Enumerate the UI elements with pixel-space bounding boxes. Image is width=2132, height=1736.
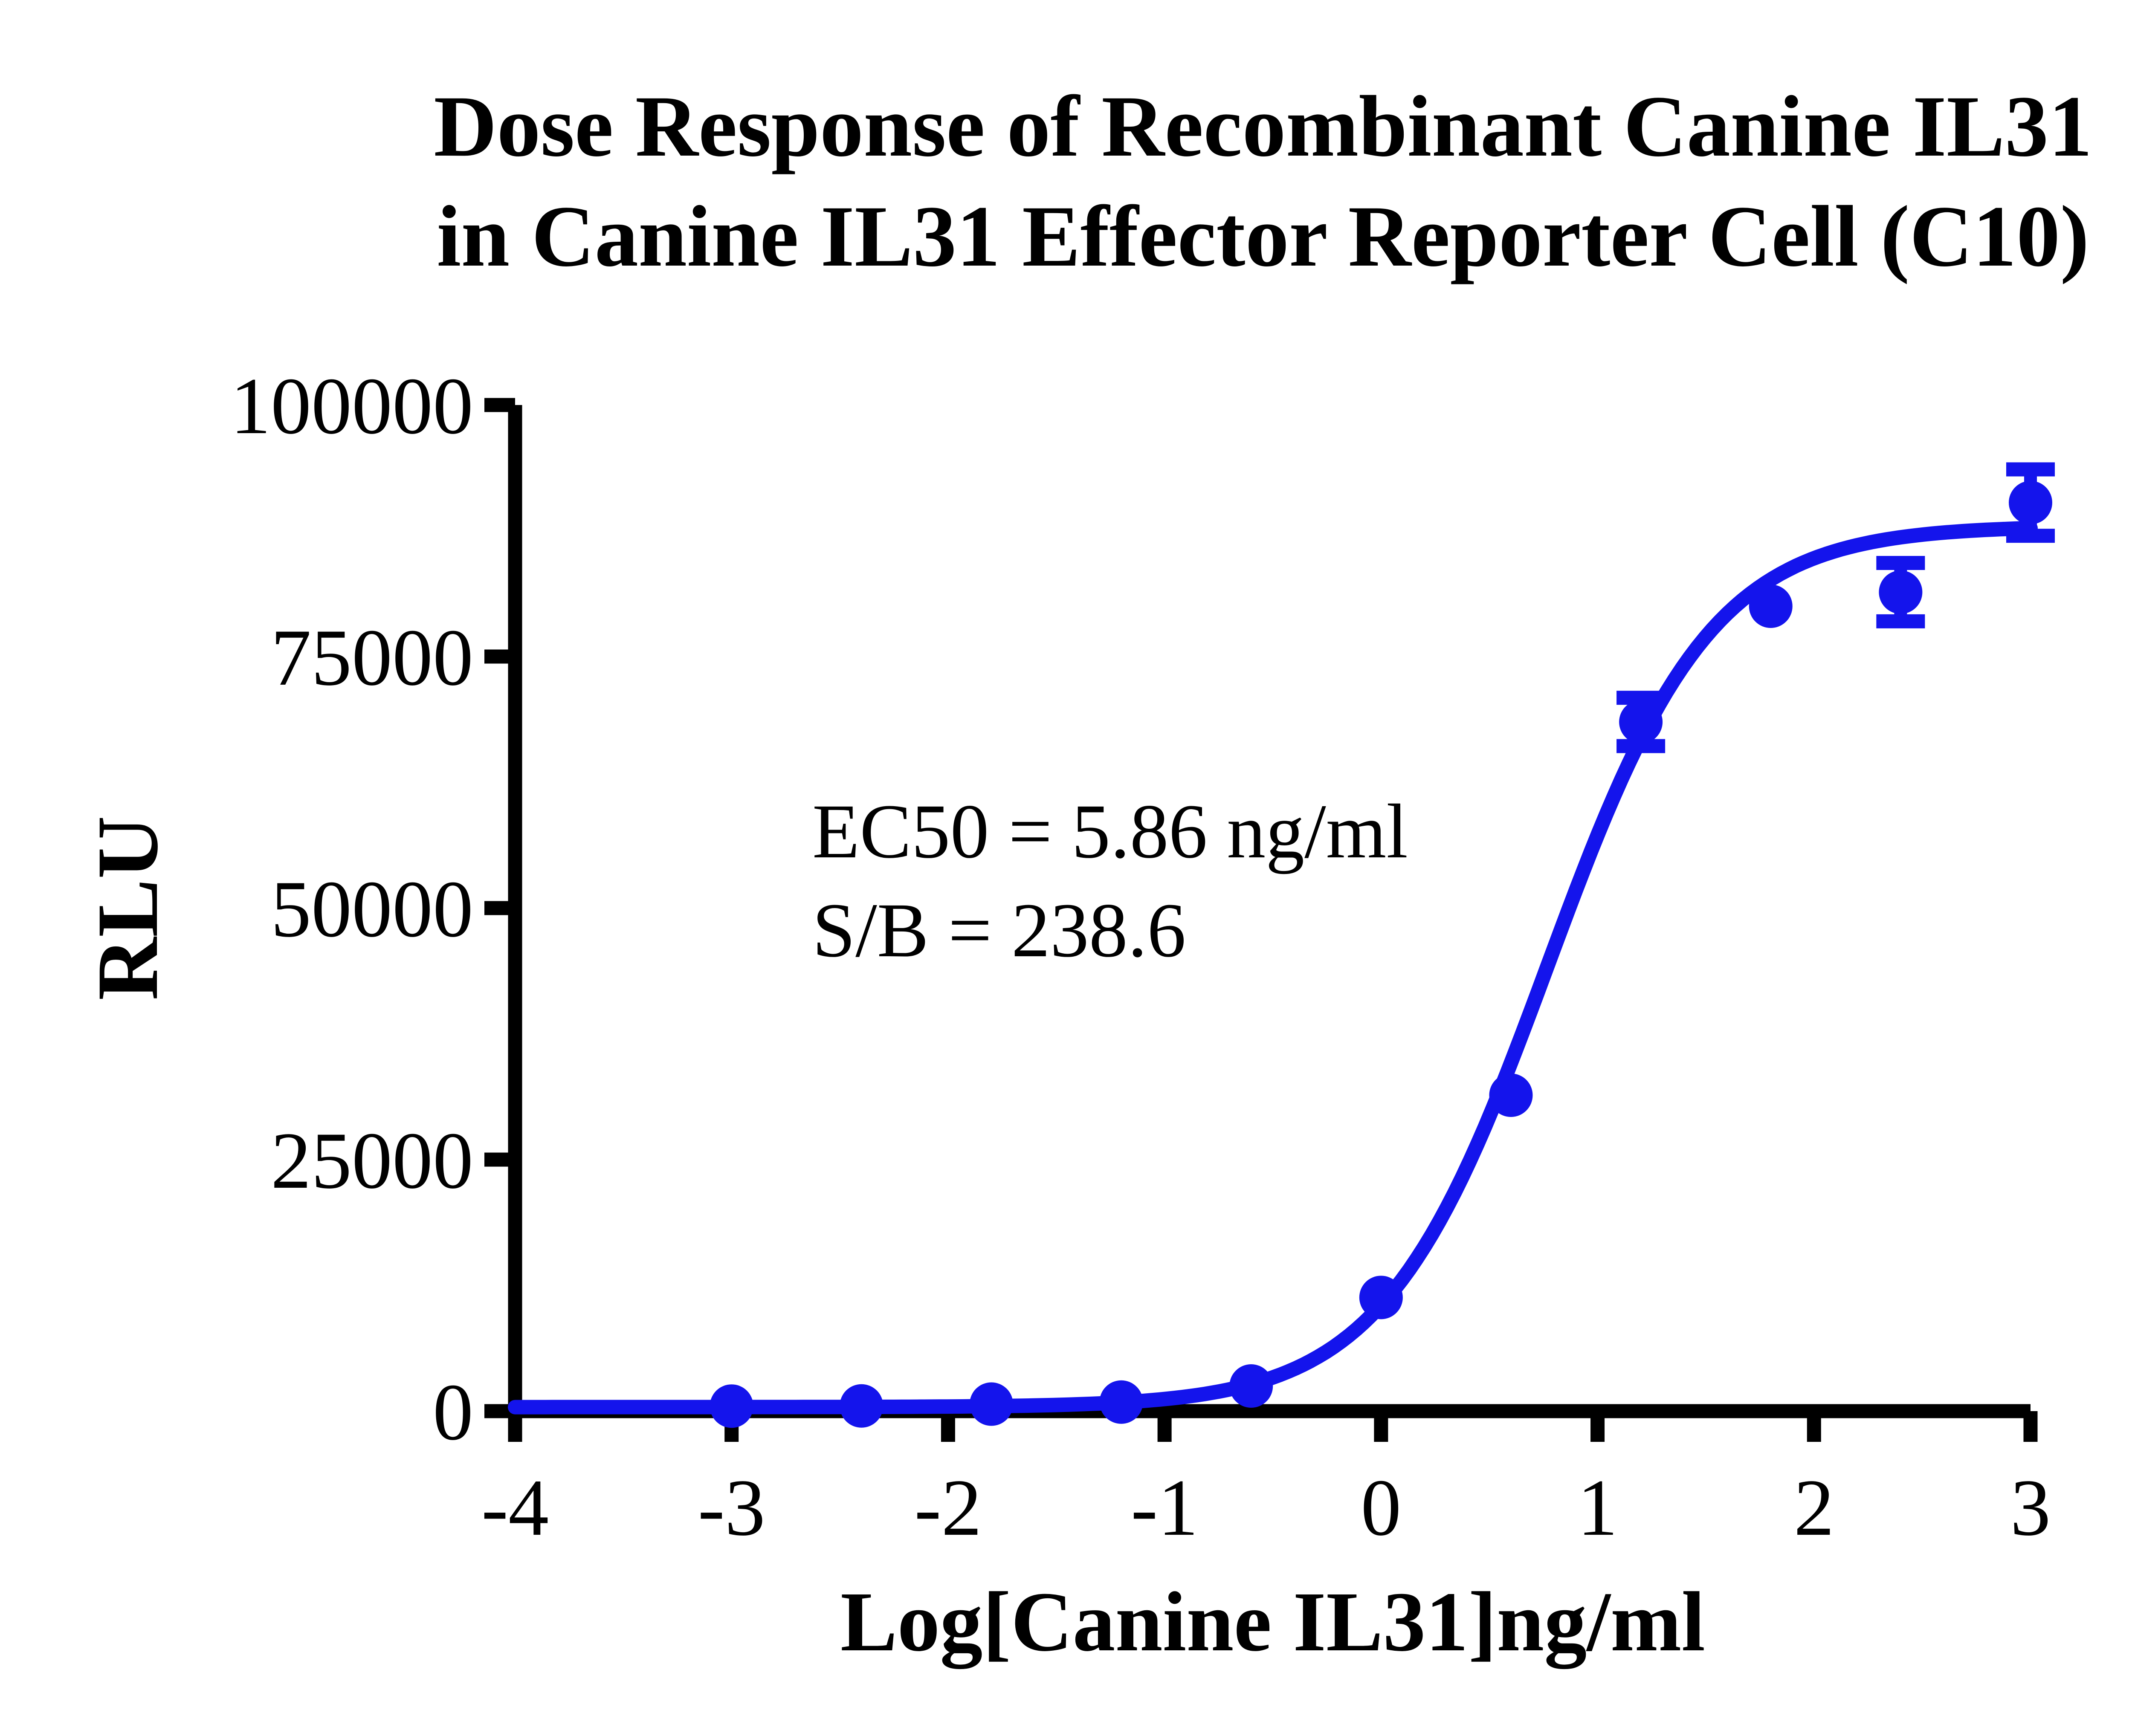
y-axis-tick-label: 25000 <box>271 1116 473 1206</box>
x-axis-tick-label: -1 <box>1131 1463 1198 1553</box>
sb-value: S/B = 238.6 <box>812 888 1186 973</box>
x-axis-tick-label: 2 <box>1794 1463 1834 1553</box>
ec50-value: EC50 = 5.86 ng/ml <box>812 789 1408 874</box>
data-point <box>1489 1073 1533 1117</box>
y-axis-tick-label: 100000 <box>230 362 473 451</box>
data-point <box>1879 570 1923 614</box>
y-axis-tick-label: 75000 <box>271 613 473 703</box>
y-axis-tick-label: 50000 <box>271 865 473 954</box>
x-axis-tick-label: -2 <box>914 1463 982 1553</box>
x-axis-tick-label: 0 <box>1361 1463 1401 1553</box>
data-point <box>710 1384 753 1428</box>
x-axis-title: Log[Canine IL31]ng/ml <box>840 1575 1706 1669</box>
data-point <box>840 1384 884 1428</box>
fit-annotation: EC50 = 5.86 ng/ml S/B = 238.6 <box>812 782 1408 980</box>
data-point <box>1619 700 1663 744</box>
x-axis-tick-label: -4 <box>481 1463 549 1553</box>
curve-fit-line <box>508 521 2038 1415</box>
chart-title-line2: in Canine IL31 Effector Reporter Cell (C… <box>437 188 2089 285</box>
x-axis-tick-label: 1 <box>1577 1463 1618 1553</box>
data-point <box>1229 1364 1273 1408</box>
chart-title-line1: Dose Response of Recombinant Canine IL31 <box>434 78 2092 175</box>
data-point <box>1099 1380 1143 1424</box>
data-point <box>1359 1276 1403 1319</box>
data-point <box>1749 584 1793 628</box>
y-axis-tick-label: 0 <box>433 1368 473 1457</box>
data-point <box>969 1382 1013 1426</box>
chart-title: Dose Response of Recombinant Canine IL31… <box>247 72 2132 292</box>
data-point <box>2009 480 2052 524</box>
x-axis-tick-label: 3 <box>2010 1463 2051 1553</box>
x-axis-tick-label: -3 <box>698 1463 765 1553</box>
